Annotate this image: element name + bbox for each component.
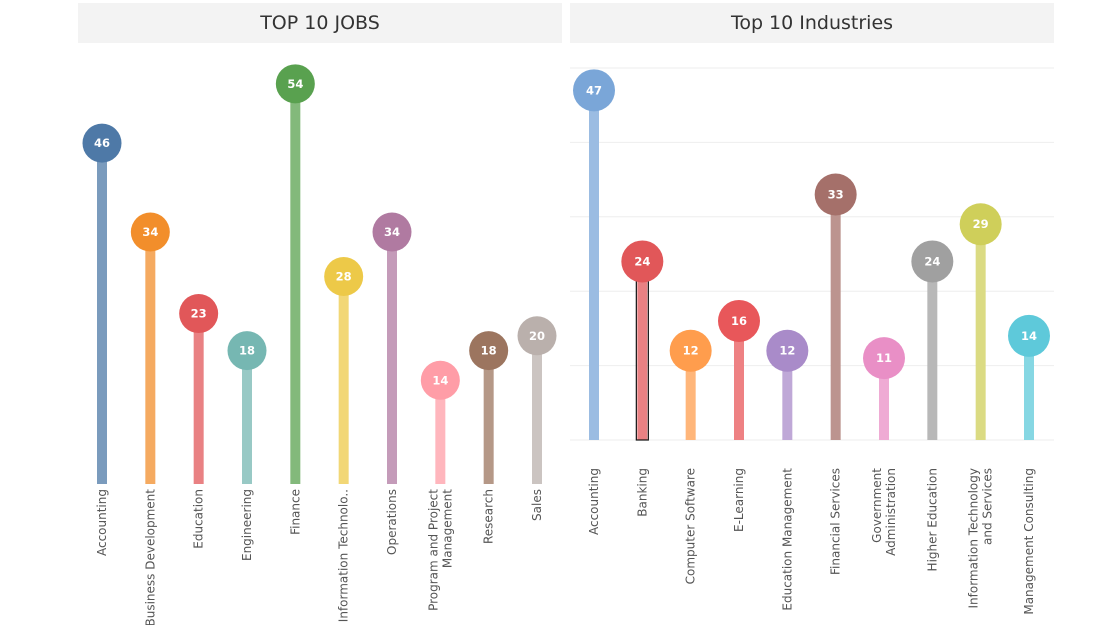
lollipop-mark[interactable]: 24 bbox=[911, 240, 954, 440]
lollipop-head bbox=[469, 331, 509, 371]
lollipop-head bbox=[814, 173, 857, 216]
value-label: 14 bbox=[432, 373, 448, 387]
category-label: Operations bbox=[385, 489, 399, 555]
lollipop-head bbox=[82, 123, 122, 163]
category-label: Management Consulting bbox=[1022, 468, 1036, 615]
lollipop-mark[interactable]: 29 bbox=[959, 203, 1002, 440]
value-label: 29 bbox=[973, 217, 989, 231]
value-label: 34 bbox=[384, 225, 400, 239]
lollipop-mark[interactable]: 18 bbox=[469, 331, 509, 484]
lollipop-mark[interactable]: 54 bbox=[275, 64, 315, 484]
lollipop-head bbox=[179, 294, 219, 334]
lollipop-head bbox=[718, 299, 760, 342]
lollipop-mark[interactable]: 14 bbox=[1008, 314, 1050, 440]
lollipop-head bbox=[1008, 314, 1050, 357]
value-label: 46 bbox=[94, 136, 110, 150]
value-label: 24 bbox=[924, 254, 940, 268]
lollipop-mark[interactable]: 16 bbox=[718, 299, 760, 440]
lollipop-head bbox=[372, 212, 412, 252]
value-label: 54 bbox=[287, 77, 303, 91]
category-label: Banking bbox=[635, 468, 649, 517]
value-label: 16 bbox=[731, 314, 747, 328]
lollipop-mark[interactable]: 33 bbox=[814, 173, 857, 440]
lollipop-head bbox=[766, 329, 809, 372]
lollipop-mark[interactable]: 46 bbox=[82, 123, 122, 484]
lollipop-mark[interactable]: 20 bbox=[517, 316, 557, 484]
lollipop-head bbox=[911, 240, 954, 283]
lollipop-head bbox=[324, 257, 364, 296]
category-label: Accounting bbox=[95, 489, 109, 556]
lollipop-mark[interactable]: 11 bbox=[863, 337, 905, 440]
value-label: 20 bbox=[529, 329, 545, 343]
lollipop-mark[interactable]: 28 bbox=[324, 257, 364, 484]
category-label: GovernmentAdministration bbox=[870, 468, 898, 556]
lollipop-mark[interactable]: 24 bbox=[621, 240, 664, 441]
value-label: 18 bbox=[239, 344, 255, 358]
lollipop-mark[interactable]: 47 bbox=[573, 69, 615, 440]
lollipop-head bbox=[420, 360, 460, 400]
lollipop-head bbox=[863, 337, 905, 380]
category-label: Business Development bbox=[143, 489, 157, 625]
lollipop-head bbox=[275, 64, 315, 104]
category-label: Education Management bbox=[780, 468, 794, 611]
lollipop-head bbox=[959, 203, 1002, 246]
value-label: 28 bbox=[336, 270, 352, 284]
lollipop-mark[interactable]: 12 bbox=[669, 329, 712, 440]
category-label: Computer Software bbox=[684, 468, 698, 584]
value-label: 23 bbox=[191, 307, 207, 321]
lollipop-mark[interactable]: 12 bbox=[766, 329, 809, 440]
category-label: Finance bbox=[288, 489, 302, 535]
industries-panel: Top 10 Industries bbox=[570, 0, 1054, 625]
lollipop-mark[interactable]: 14 bbox=[420, 360, 460, 484]
category-label: Information Technologyand Services bbox=[967, 468, 995, 609]
category-label: Higher Education bbox=[925, 468, 939, 571]
lollipop-mark[interactable]: 34 bbox=[372, 212, 412, 484]
lollipop-head bbox=[517, 316, 557, 356]
value-label: 12 bbox=[779, 344, 795, 358]
category-label: Sales bbox=[530, 489, 544, 521]
lollipop-mark[interactable]: 18 bbox=[227, 331, 267, 484]
value-label: 18 bbox=[481, 344, 497, 358]
category-label: Accounting bbox=[587, 468, 601, 535]
value-label: 24 bbox=[634, 254, 650, 268]
value-label: 11 bbox=[876, 351, 892, 365]
lollipop-head bbox=[130, 212, 170, 252]
lollipop-head bbox=[227, 331, 267, 371]
category-label: Engineering bbox=[240, 489, 254, 561]
category-label: Information Technolo.. bbox=[337, 489, 351, 622]
category-label: Program and ProjectManagement bbox=[426, 489, 454, 611]
lollipop-head bbox=[621, 240, 664, 283]
value-label: 47 bbox=[586, 83, 602, 97]
value-label: 34 bbox=[142, 225, 158, 239]
lollipop-head bbox=[573, 69, 615, 112]
value-label: 33 bbox=[828, 187, 844, 201]
industries-chart-title: Top 10 Industries bbox=[570, 3, 1054, 43]
lollipop-mark[interactable]: 34 bbox=[130, 212, 170, 484]
lollipop-head bbox=[669, 329, 712, 372]
category-label: Research bbox=[482, 489, 496, 544]
jobs-chart-title: TOP 10 JOBS bbox=[78, 3, 562, 43]
category-label: E-Learning bbox=[732, 468, 746, 532]
value-label: 14 bbox=[1021, 329, 1037, 343]
category-label: Financial Services bbox=[829, 468, 843, 575]
category-label: Education bbox=[192, 489, 206, 549]
jobs-panel: TOP 10 JOBS bbox=[78, 0, 562, 625]
lollipop-mark[interactable]: 23 bbox=[179, 294, 219, 484]
value-label: 12 bbox=[683, 344, 699, 358]
